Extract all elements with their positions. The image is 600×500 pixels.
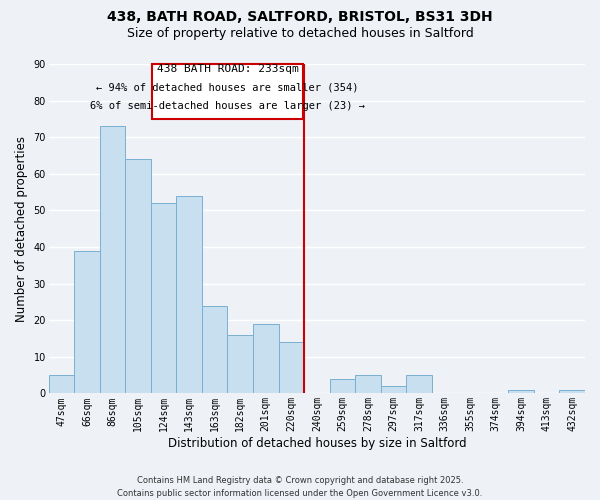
Bar	[329, 379, 355, 394]
Text: 438 BATH ROAD: 233sqm: 438 BATH ROAD: 233sqm	[157, 64, 298, 74]
Bar	[380, 386, 406, 394]
Y-axis label: Number of detached properties: Number of detached properties	[15, 136, 28, 322]
Bar	[125, 159, 151, 394]
Bar	[355, 375, 380, 394]
Bar	[202, 306, 227, 394]
Bar	[74, 250, 100, 394]
Bar	[176, 196, 202, 394]
Bar	[406, 375, 432, 394]
X-axis label: Distribution of detached houses by size in Saltford: Distribution of detached houses by size …	[167, 437, 466, 450]
Text: Contains HM Land Registry data © Crown copyright and database right 2025.
Contai: Contains HM Land Registry data © Crown c…	[118, 476, 482, 498]
Bar	[227, 335, 253, 394]
Bar	[559, 390, 585, 394]
Bar	[151, 203, 176, 394]
Bar	[49, 375, 74, 394]
Text: ← 94% of detached houses are smaller (354): ← 94% of detached houses are smaller (35…	[96, 83, 359, 93]
Bar	[152, 64, 303, 119]
Bar	[508, 390, 534, 394]
Bar	[278, 342, 304, 394]
Text: 438, BATH ROAD, SALTFORD, BRISTOL, BS31 3DH: 438, BATH ROAD, SALTFORD, BRISTOL, BS31 …	[107, 10, 493, 24]
Text: 6% of semi-detached houses are larger (23) →: 6% of semi-detached houses are larger (2…	[90, 101, 365, 111]
Bar	[100, 126, 125, 394]
Bar	[253, 324, 278, 394]
Text: Size of property relative to detached houses in Saltford: Size of property relative to detached ho…	[127, 28, 473, 40]
